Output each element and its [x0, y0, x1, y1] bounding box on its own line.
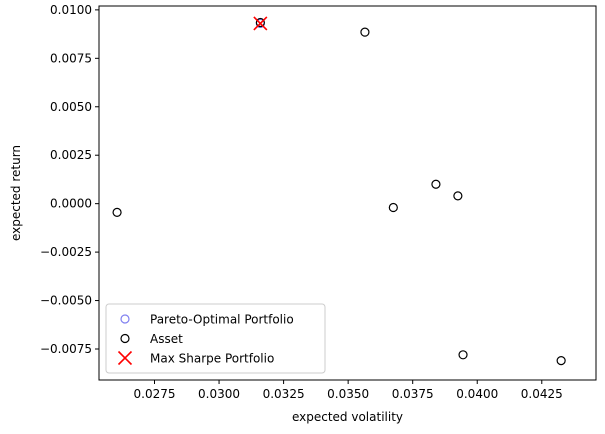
x-tick-label: 0.0275 [134, 387, 176, 401]
legend-marker-max-sharpe-portfolio [117, 350, 133, 366]
x-tick-label: 0.0325 [263, 387, 305, 401]
x-tick-label: 0.0425 [521, 387, 563, 401]
asset-point [431, 179, 441, 189]
y-tick-label: 0.0000 [50, 197, 92, 211]
y-tick-label: −0.0075 [40, 342, 92, 356]
legend-label-asset: Asset [150, 332, 183, 346]
legend-label-max-sharpe-portfolio: Max Sharpe Portfolio [150, 352, 274, 366]
y-axis-ticks: 0.0100 0.0075 0.0050 0.0025 0.0000 −0.0025 −0.… [40, 3, 99, 356]
x-axis-label: expected volatility [292, 410, 403, 424]
max-sharpe-portfolio-point [253, 16, 268, 31]
y-tick-label: 0.0100 [50, 3, 92, 17]
legend-marker-asset [120, 333, 130, 344]
asset-point [556, 356, 566, 366]
y-axis-label: expected return [9, 145, 23, 241]
x-tick-label: 0.0375 [392, 387, 434, 401]
x-tick-label: 0.0400 [456, 387, 498, 401]
legend-box [105, 303, 326, 374]
y-tick-label: 0.0050 [50, 100, 92, 114]
y-tick-label: −0.0025 [40, 245, 92, 259]
legend-marker-pareto-optimal-portfolio [120, 314, 130, 324]
x-tick-label: 0.0350 [327, 387, 369, 401]
legend-label-pareto-optimal-portfolio: Pareto-Optimal Portfolio [150, 313, 294, 327]
legend: Pareto-Optimal Portfolio Asset Max Sharpe … [105, 303, 326, 374]
asset-point [458, 350, 468, 360]
data-points [112, 16, 566, 366]
x-tick-label: 0.0300 [198, 387, 240, 401]
axes-frame [98, 5, 597, 381]
y-tick-label: 0.0025 [50, 148, 92, 162]
x-axis-ticks: 0.0275 0.0300 0.0325 0.0350 0.0375 0.0400 0.04… [134, 380, 563, 401]
y-tick-label: −0.0050 [40, 294, 92, 308]
asset-point [388, 202, 398, 213]
y-tick-label: 0.0075 [50, 51, 92, 65]
asset-point [453, 191, 463, 201]
asset-point [112, 207, 122, 217]
asset-point [255, 17, 265, 28]
asset-point [360, 27, 370, 37]
